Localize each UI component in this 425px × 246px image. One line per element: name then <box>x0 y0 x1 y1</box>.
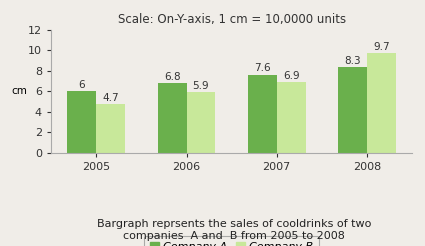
Text: Bargraph reprsents the sales of cooldrinks of two
companies  A and  B from 2005 : Bargraph reprsents the sales of cooldrin… <box>96 219 371 241</box>
Text: 4.7: 4.7 <box>102 93 119 103</box>
Bar <box>248 75 277 153</box>
Bar <box>187 92 215 153</box>
Text: 7.6: 7.6 <box>254 63 271 73</box>
Bar <box>68 91 96 153</box>
Title: Scale: On-Y-axis, 1 cm = 10,0000 units: Scale: On-Y-axis, 1 cm = 10,0000 units <box>118 13 346 26</box>
Text: 5.9: 5.9 <box>193 81 209 91</box>
Text: 6.9: 6.9 <box>283 71 300 80</box>
Legend: Company A, Company B: Company A, Company B <box>144 236 319 246</box>
Text: 6: 6 <box>79 80 85 90</box>
Text: 8.3: 8.3 <box>344 56 361 66</box>
Bar <box>367 53 396 153</box>
Bar <box>158 83 187 153</box>
Text: 6.8: 6.8 <box>164 72 180 82</box>
Bar <box>96 104 125 153</box>
Bar <box>338 67 367 153</box>
Bar <box>277 82 306 153</box>
Y-axis label: cm: cm <box>11 86 28 96</box>
Text: 9.7: 9.7 <box>373 42 390 52</box>
